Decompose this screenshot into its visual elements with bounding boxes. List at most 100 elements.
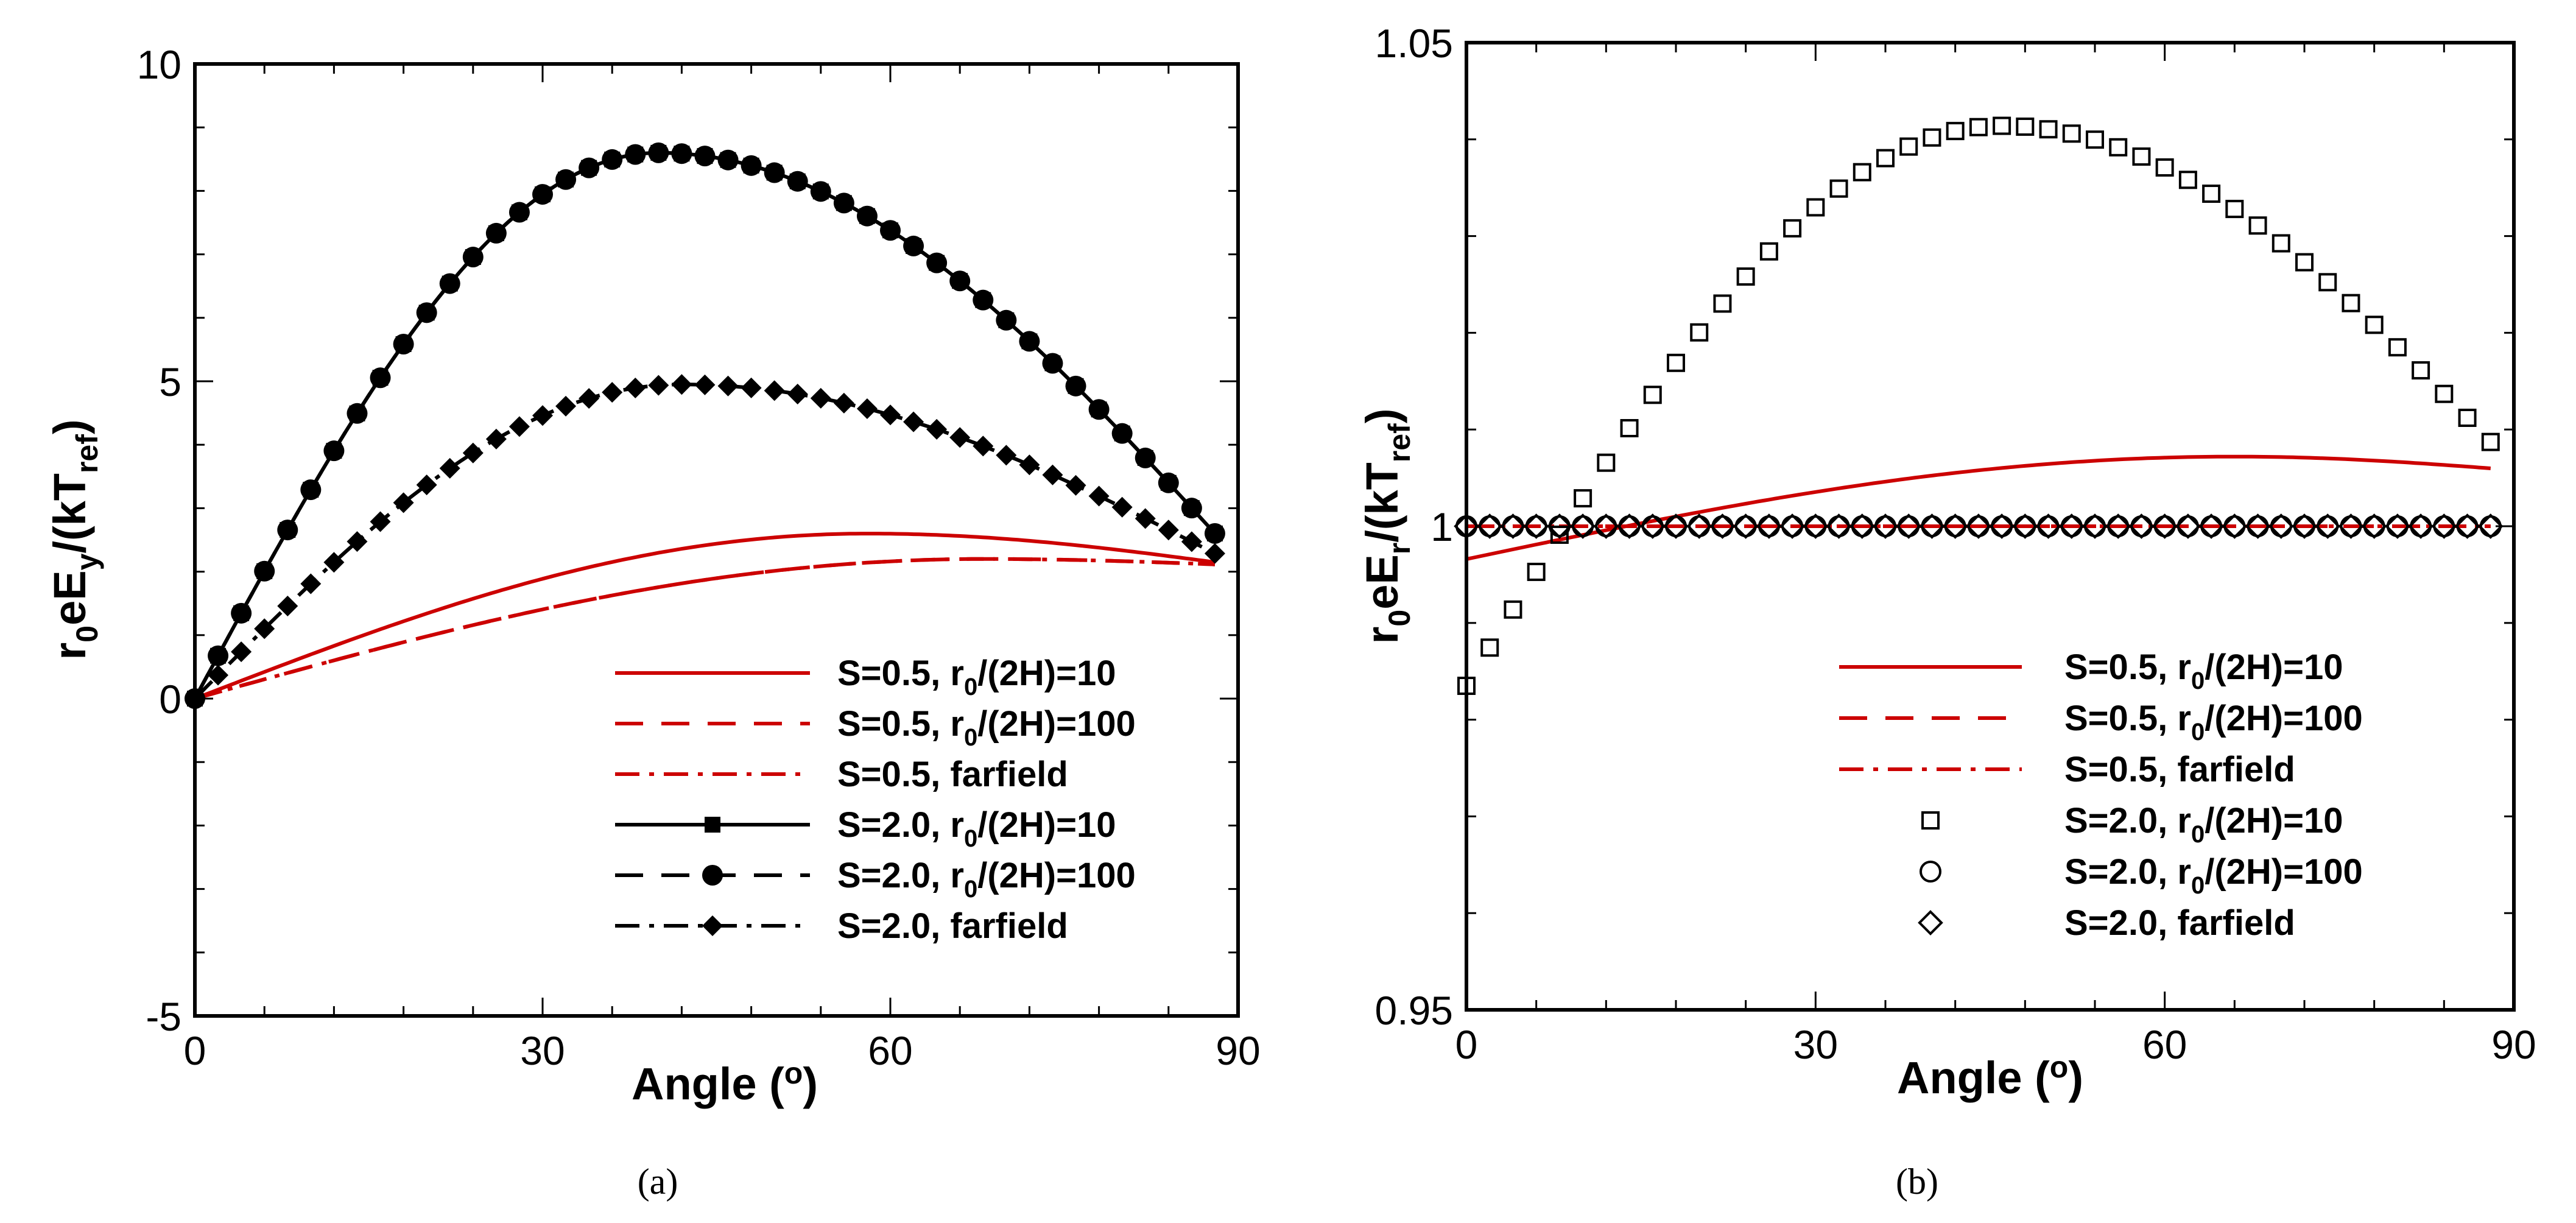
b-series-5-point <box>2338 513 2364 539</box>
b-series-3-point <box>2412 361 2430 380</box>
b-series-3-point <box>1759 242 1778 261</box>
a-series-4-point <box>1181 498 1202 519</box>
a-legend-label-0: S=0.5, r0/(2H)=10 <box>837 654 1116 700</box>
b-series-3-point <box>2039 120 2058 139</box>
a-series-4-point <box>277 520 298 541</box>
a-legend-label-3: S=2.0, r0/(2H)=10 <box>837 805 1116 852</box>
a-series-4-point <box>880 220 901 241</box>
a-series-4-point <box>973 289 994 311</box>
b-series-5-point <box>2082 513 2108 539</box>
a-series-4-point <box>625 144 646 165</box>
b-series-5-point <box>1523 513 1549 539</box>
a-series-5-point <box>393 492 414 513</box>
b-series-3-point <box>1899 137 1918 156</box>
b-series-5-point <box>1639 513 1666 539</box>
a-series-4-point <box>370 367 391 389</box>
b-legend-label-4: S=2.0, r0/(2H)=100 <box>2064 852 2363 899</box>
a-series-5-point <box>741 377 762 398</box>
a-series-5-point <box>973 435 994 457</box>
a-series-4-point <box>485 222 507 244</box>
b-series-5-point <box>1733 513 1759 539</box>
a-series-4-point <box>208 645 229 666</box>
b-series-3-point <box>1806 198 1825 217</box>
b-series-5-point <box>1593 513 1619 539</box>
b-series-5-point <box>2454 513 2480 539</box>
a-legend-marker-4 <box>702 865 723 886</box>
b-series-5-point <box>2315 513 2341 539</box>
a-series-4-point <box>833 192 854 214</box>
chart-b-xlabel: Angle (o) <box>1897 1050 2083 1103</box>
a-series-5-point <box>880 404 901 426</box>
a-series-5-point <box>416 474 437 496</box>
a-series-4-point <box>1158 472 1179 493</box>
a-series-5-point <box>1065 474 1086 496</box>
b-series-3-point <box>1853 163 1871 182</box>
a-legend-item-5: S=2.0, farfield <box>615 906 1068 946</box>
b-ytick-label: 1.05 <box>1375 21 1453 66</box>
a-legend-item-0: S=0.5, r0/(2H)=10 <box>615 654 1116 700</box>
b-ytick-label: 0.95 <box>1375 988 1453 1033</box>
a-series-5-point <box>277 595 298 616</box>
b-series-5-point <box>1477 513 1503 539</box>
b-series-5-point <box>1896 513 1922 539</box>
b-series-5-point <box>1966 513 1991 539</box>
a-series-4-point <box>1019 331 1040 352</box>
b-series-3-point <box>2155 158 2174 177</box>
a-series-5-point <box>509 416 530 437</box>
a-series-5-point <box>764 380 785 401</box>
b-series-3-point <box>1550 525 1569 544</box>
a-series-4-point <box>254 560 275 582</box>
a-series-4-point <box>1088 399 1110 420</box>
b-series-5-point <box>1919 513 1945 539</box>
a-xtick-label: 60 <box>868 1028 912 1073</box>
a-series-4-point <box>856 205 878 227</box>
a-series-line-0 <box>195 532 1216 700</box>
b-legend-item-5: S=2.0, farfield <box>1918 903 2295 943</box>
b-series-3-point <box>1480 638 1499 657</box>
a-series-5-point <box>462 442 484 463</box>
b-legend-item-4: S=2.0, r0/(2H)=100 <box>1920 852 2363 899</box>
a-series-5-point <box>231 641 252 663</box>
chart-a-legend: S=0.5, r0/(2H)=10S=0.5, r0/(2H)=100 S=0.5… <box>615 654 1136 946</box>
a-legend-item-1: S=0.5, r0/(2H)=100 <box>615 704 1136 751</box>
b-series-3-point <box>1597 453 1616 472</box>
b-series-3-point <box>2248 216 2267 235</box>
b-series-5-point <box>1873 513 1898 539</box>
b-xtick-label: 30 <box>1793 1022 1838 1067</box>
b-series-3-point <box>1969 118 1988 136</box>
a-series-5-point <box>787 383 808 404</box>
b-series-line-0 <box>1466 454 2491 561</box>
b-series-3-point <box>1504 600 1522 619</box>
a-legend-marker-5 <box>702 915 723 936</box>
b-series-3-point <box>1923 128 1941 147</box>
b-series-5-point <box>2477 513 2504 539</box>
a-series-4-point <box>903 235 924 256</box>
a-legend-item-4: S=2.0, r0/(2H)=100 <box>615 856 1136 903</box>
a-series-5-point <box>926 418 948 440</box>
b-series-5-point <box>2175 513 2201 539</box>
a-series-4-point <box>717 149 739 171</box>
b-legend-item-3: S=2.0, r0/(2H)=10 <box>1921 801 2343 848</box>
b-series-3-point <box>2295 253 2314 272</box>
b-series-3-point <box>2435 384 2454 403</box>
chart-b-frame <box>1465 41 2516 1012</box>
a-series-4-point <box>300 479 322 501</box>
a-series-4-point <box>694 146 716 167</box>
a-legend-marker-3 <box>705 817 720 833</box>
a-series-4-point <box>1111 423 1133 444</box>
a-xtick-label: 0 <box>184 1028 206 1073</box>
b-legend-label-5: S=2.0, farfield <box>2064 903 2295 943</box>
b-series-3-point <box>1713 294 1732 313</box>
a-xtick-label: 90 <box>1216 1028 1260 1073</box>
a-series-4-point <box>323 440 345 462</box>
b-series-5-point <box>2198 513 2224 539</box>
a-xtick-label: 30 <box>520 1028 565 1073</box>
b-series-3-point <box>1527 562 1546 581</box>
a-legend-label-5: S=2.0, farfield <box>837 906 1068 946</box>
b-legend-label-0: S=0.5, r0/(2H)=10 <box>2064 647 2343 694</box>
b-legend-item-0: S=0.5, r0/(2H)=10 <box>1839 647 2343 694</box>
a-ytick-label: 10 <box>137 42 181 87</box>
chart-b-series <box>1454 116 2504 696</box>
b-series-5-point <box>2408 513 2433 539</box>
